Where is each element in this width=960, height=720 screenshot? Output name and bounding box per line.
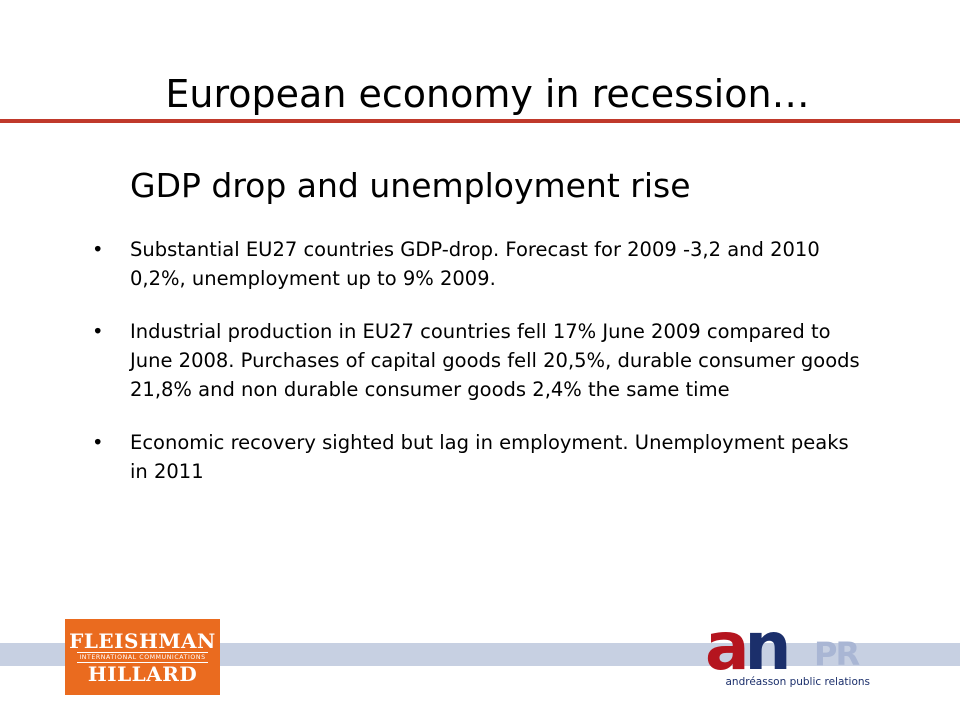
fleishman-logo-line2: INTERNATIONAL COMMUNICATIONS	[77, 651, 208, 663]
bullet-item: • Substantial EU27 countries GDP-drop. F…	[92, 235, 870, 293]
bullet-marker: •	[92, 320, 104, 343]
bullet-text: Industrial production in EU27 countries …	[130, 320, 860, 401]
bullet-list: • Substantial EU27 countries GDP-drop. F…	[92, 235, 870, 510]
fleishman-hillard-logo: FLEISHMAN INTERNATIONAL COMMUNICATIONS H…	[65, 619, 220, 695]
bullet-text: Substantial EU27 countries GDP-drop. For…	[130, 238, 820, 290]
slide-subtitle: GDP drop and unemployment rise	[130, 166, 691, 205]
footer-band	[0, 643, 960, 666]
title-underline	[0, 119, 960, 123]
fleishman-logo-line3: HILLARD	[87, 661, 198, 686]
andreasson-logo-caption: andréasson public relations	[725, 676, 870, 688]
andreasson-logo-n: n	[744, 608, 792, 685]
andreasson-logo-pr: PR	[814, 635, 860, 673]
andreasson-logo-a: a	[705, 608, 749, 685]
bullet-item: • Industrial production in EU27 countrie…	[92, 317, 870, 404]
andreasson-logo: an PR andréasson public relations	[700, 612, 870, 700]
andreasson-logo-letters: an	[705, 612, 792, 682]
bullet-marker: •	[92, 238, 104, 261]
bullet-text: Economic recovery sighted but lag in emp…	[130, 431, 849, 483]
fleishman-logo-line1: FLEISHMAN	[69, 628, 216, 653]
slide-title: European economy in recession…	[165, 72, 810, 116]
bullet-marker: •	[92, 431, 104, 454]
bullet-item: • Economic recovery sighted but lag in e…	[92, 428, 870, 486]
